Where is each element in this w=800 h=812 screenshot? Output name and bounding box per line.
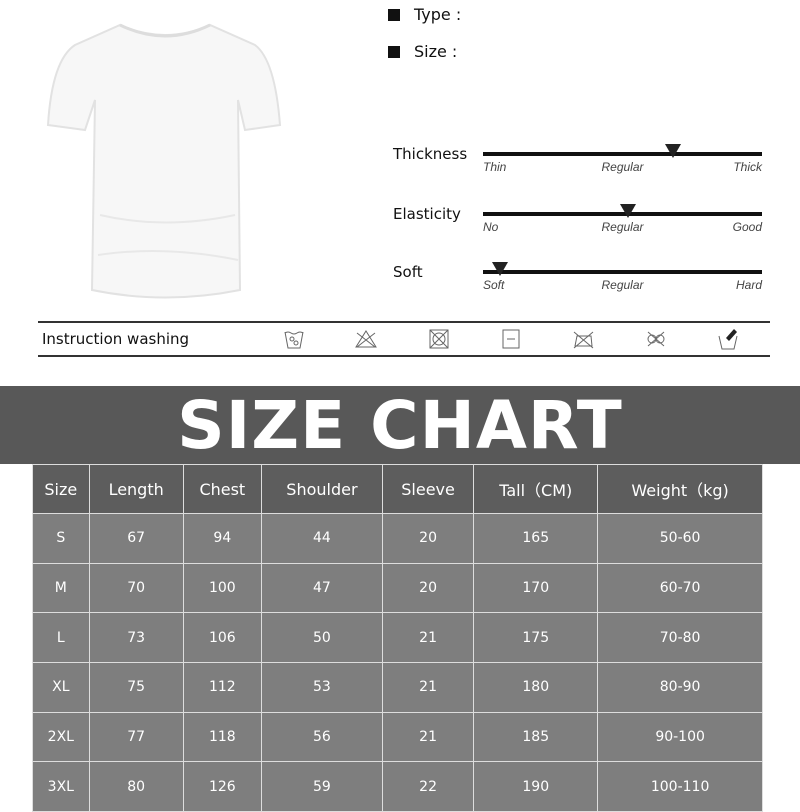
- table-cell: 21: [381, 612, 475, 664]
- table-cell: 126: [182, 761, 262, 812]
- table-cell: S: [32, 513, 90, 564]
- table-row: M 70 100 47 20 170 60-70: [32, 562, 763, 614]
- hand-wash-icon: [284, 331, 304, 349]
- rating-slider: No Regular Good: [483, 204, 762, 234]
- table-cell: 175: [473, 612, 599, 664]
- slider-tick: Good: [732, 220, 762, 234]
- table-cell: 67: [88, 513, 184, 564]
- rating-slider: Soft Regular Hard: [483, 262, 762, 292]
- table-cell: 22: [381, 761, 475, 812]
- column-header: Weight（kg): [597, 464, 763, 514]
- bullet-icon: [388, 8, 400, 21]
- table-cell: 100: [182, 562, 262, 614]
- table-cell: 56: [260, 711, 383, 763]
- washing-instructions: Instruction washing: [38, 321, 770, 357]
- table-cell: 100-110: [597, 761, 763, 812]
- slider-tick: Thin: [483, 160, 507, 174]
- table-cell: L: [32, 612, 90, 664]
- size-chart-table: Size Length Chest Shoulder Sleeve Tall（CM) Wei…: [32, 464, 763, 812]
- table-cell: 2XL: [32, 711, 90, 763]
- table-row: 3XL 80 126 59 22 190 100-110: [32, 761, 763, 812]
- no-iron-icon: [573, 331, 594, 349]
- table-cell: XL: [32, 662, 90, 713]
- table-cell: 80: [88, 761, 184, 812]
- spec-type: Type :: [388, 5, 461, 24]
- slider-tick: Regular: [601, 160, 644, 174]
- slider-tick: No: [483, 220, 499, 234]
- table-cell: 185: [473, 711, 599, 763]
- table-cell: 165: [473, 513, 599, 564]
- no-bleach-icon: [355, 330, 378, 348]
- table-cell: 180: [473, 662, 599, 713]
- table-header-row: Size Length Chest Shoulder Sleeve Tall（CM) Wei…: [32, 464, 763, 514]
- table-cell: 94: [182, 513, 262, 564]
- table-cell: 21: [381, 711, 475, 763]
- slider-tick: Soft: [483, 278, 505, 292]
- table-cell: 170: [473, 562, 599, 614]
- column-header: Chest: [182, 464, 262, 514]
- table-cell: 106: [182, 612, 262, 664]
- spec-size: Size :: [388, 42, 457, 61]
- table-cell: 44: [260, 513, 383, 564]
- table-cell: 90-100: [597, 711, 763, 763]
- column-header: Size: [32, 464, 90, 514]
- table-cell: 59: [260, 761, 383, 812]
- dry-flat-icon: [502, 329, 520, 349]
- table-cell: 20: [381, 513, 475, 564]
- slider-tick: Regular: [601, 220, 644, 234]
- table-row: XL 75 112 53 21 180 80-90: [32, 662, 763, 713]
- table-cell: 3XL: [32, 761, 90, 812]
- table-cell: 112: [182, 662, 262, 713]
- rating-slider: Thin Regular Thick: [483, 144, 762, 174]
- table-cell: 75: [88, 662, 184, 713]
- slider-tick: Regular: [601, 278, 644, 292]
- column-header: Length: [88, 464, 184, 514]
- table-cell: 70: [88, 562, 184, 614]
- table-cell: 70-80: [597, 612, 763, 664]
- bullet-icon: [388, 45, 400, 58]
- slider-label: Soft: [393, 263, 423, 281]
- table-cell: 60-70: [597, 562, 763, 614]
- banner-title: SIZE CHART: [177, 386, 623, 464]
- slider-label: Thickness: [393, 145, 468, 163]
- table-row: S 67 94 44 20 165 50-60: [32, 513, 763, 564]
- table-cell: 53: [260, 662, 383, 713]
- table-cell: 21: [381, 662, 475, 713]
- no-tumble-dry-icon: [429, 329, 449, 349]
- marker-icon: [664, 144, 681, 158]
- table-cell: 73: [88, 612, 184, 664]
- wash-brush-icon: [718, 329, 738, 350]
- table-cell: 47: [260, 562, 383, 614]
- marker-icon: [491, 262, 508, 276]
- table-cell: M: [32, 562, 90, 614]
- table-cell: 80-90: [597, 662, 763, 713]
- table-cell: 20: [381, 562, 475, 614]
- table-cell: 50-60: [597, 513, 763, 564]
- no-dry-clean-icon: [647, 331, 665, 347]
- tshirt-image: [46, 23, 282, 299]
- column-header: Shoulder: [260, 464, 383, 514]
- marker-icon: [620, 204, 637, 218]
- size-chart-banner: SIZE CHART: [0, 386, 800, 464]
- slider-label: Elasticity: [393, 205, 461, 223]
- washing-label: Instruction washing: [42, 330, 190, 348]
- table-row: 2XL 77 118 56 21 185 90-100: [32, 711, 763, 763]
- table-row: L 73 106 50 21 175 70-80: [32, 612, 763, 664]
- slider-tick: Thick: [733, 160, 762, 174]
- table-cell: 190: [473, 761, 599, 812]
- column-header: Tall（CM): [473, 464, 599, 514]
- column-header: Sleeve: [381, 464, 475, 514]
- table-cell: 50: [260, 612, 383, 664]
- table-cell: 118: [182, 711, 262, 763]
- table-cell: 77: [88, 711, 184, 763]
- slider-tick: Hard: [735, 278, 762, 292]
